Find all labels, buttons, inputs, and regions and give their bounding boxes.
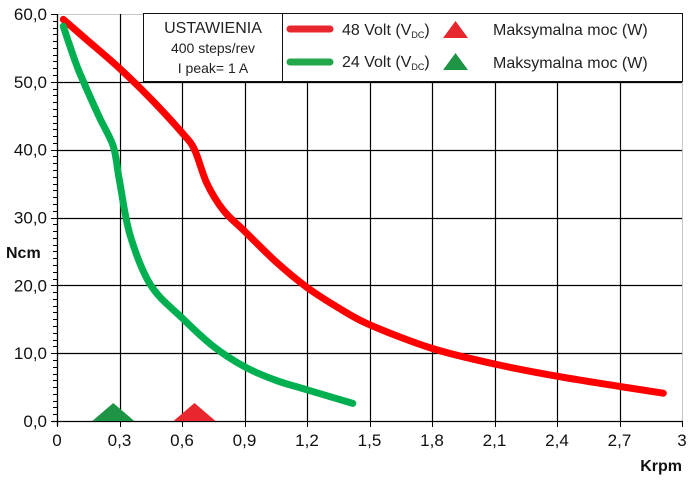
x-tick-label: 0,3 [108, 431, 132, 450]
y-tick-label: 40,0 [14, 141, 47, 160]
y-tick-label: 0,0 [23, 412, 47, 431]
y-tick-label: 60,0 [14, 5, 47, 24]
settings-steps: 400 steps/rev [171, 40, 255, 56]
max-power-marker-24v [92, 403, 135, 421]
x-tick-label: 2,7 [608, 431, 632, 450]
series-line-48v [59, 15, 667, 397]
x-tick-label: 1,2 [295, 431, 319, 450]
x-tick-label: 0,6 [170, 431, 194, 450]
axes [51, 14, 683, 427]
y-tick-label: 10,0 [14, 344, 47, 363]
settings-current: I peak= 1 A [178, 60, 249, 76]
x-tick-label: 1,5 [358, 431, 382, 450]
x-tick-label: 3 [677, 431, 686, 450]
series-lines [59, 15, 667, 407]
legend-marker-24v-triangle-icon [443, 53, 468, 70]
x-tick-label: 0,9 [233, 431, 257, 450]
max-power-markers [92, 403, 216, 421]
legend-box [143, 13, 683, 82]
x-tick-label: 0 [52, 431, 61, 450]
y-axis-label: Ncm [6, 245, 41, 262]
x-tick-label: 2,1 [483, 431, 507, 450]
max-power-marker-48v [173, 403, 216, 421]
legend-label-24v: 24 Volt (VDC) [342, 54, 430, 72]
legend-marker-label-48v: Maksymalna moc (W) [493, 22, 648, 39]
y-tick-labels: 0,0 10,0 20,0 30,0 40,0 50,0 60,0 [14, 5, 47, 431]
x-tick-label: 2,4 [545, 431, 569, 450]
x-tick-label: 1,8 [420, 431, 444, 450]
y-tick-label: 20,0 [14, 276, 47, 295]
y-tick-label: 30,0 [14, 209, 47, 228]
x-tick-labels: 0 0,3 0,6 0,9 1,2 1,5 1,8 2,1 2,4 2,7 3 [52, 431, 686, 450]
y-tick-label: 50,0 [14, 73, 47, 92]
legend-marker-label-24v: Maksymalna moc (W) [493, 55, 648, 72]
x-axis-label: Krpm [640, 458, 682, 475]
legend-label-48v: 48 Volt (VDC) [342, 22, 430, 40]
legend-marker-48v-triangle-icon [443, 21, 468, 38]
legend: USTAWIENIA 400 steps/rev I peak= 1 A 48 … [143, 13, 683, 82]
series-line-24v [59, 22, 357, 407]
settings-title: USTAWIENIA [164, 20, 262, 37]
